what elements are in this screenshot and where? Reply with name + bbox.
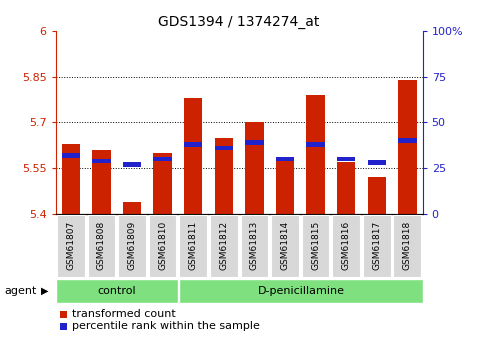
Text: GSM61813: GSM61813 [250, 221, 259, 270]
Text: GSM61817: GSM61817 [372, 221, 381, 270]
Bar [154, 157, 172, 161]
Bar [62, 144, 80, 214]
Bar [276, 157, 294, 161]
Bar [337, 162, 355, 214]
Bar [214, 146, 233, 150]
Bar [123, 202, 141, 214]
Text: GSM61810: GSM61810 [158, 221, 167, 270]
Bar [62, 153, 80, 158]
Bar [306, 142, 325, 147]
Bar [245, 122, 264, 214]
Bar [306, 95, 325, 214]
Bar [154, 153, 172, 214]
Text: GSM61808: GSM61808 [97, 221, 106, 270]
Bar [276, 159, 294, 214]
Text: GSM61816: GSM61816 [341, 221, 351, 270]
Bar [245, 140, 264, 145]
Text: GSM61818: GSM61818 [403, 221, 412, 270]
Title: GDS1394 / 1374274_at: GDS1394 / 1374274_at [158, 14, 320, 29]
Bar [398, 138, 416, 143]
Bar [92, 159, 111, 163]
Text: transformed count: transformed count [71, 309, 175, 319]
Text: control: control [98, 286, 136, 296]
Text: GSM61807: GSM61807 [66, 221, 75, 270]
Text: GSM61809: GSM61809 [128, 221, 137, 270]
Bar [214, 138, 233, 214]
Text: GSM61814: GSM61814 [281, 221, 289, 270]
Text: D-penicillamine: D-penicillamine [257, 286, 344, 296]
Bar [368, 177, 386, 214]
Bar [368, 160, 386, 165]
Text: agent: agent [5, 286, 37, 296]
Text: GSM61812: GSM61812 [219, 221, 228, 270]
Bar [92, 150, 111, 214]
Bar [398, 80, 416, 214]
Text: percentile rank within the sample: percentile rank within the sample [71, 322, 259, 331]
Text: ▶: ▶ [41, 286, 49, 296]
Bar [184, 142, 202, 147]
Text: GSM61811: GSM61811 [189, 221, 198, 270]
Bar [123, 162, 141, 167]
Text: GSM61815: GSM61815 [311, 221, 320, 270]
Bar [184, 98, 202, 214]
Bar [337, 157, 355, 161]
